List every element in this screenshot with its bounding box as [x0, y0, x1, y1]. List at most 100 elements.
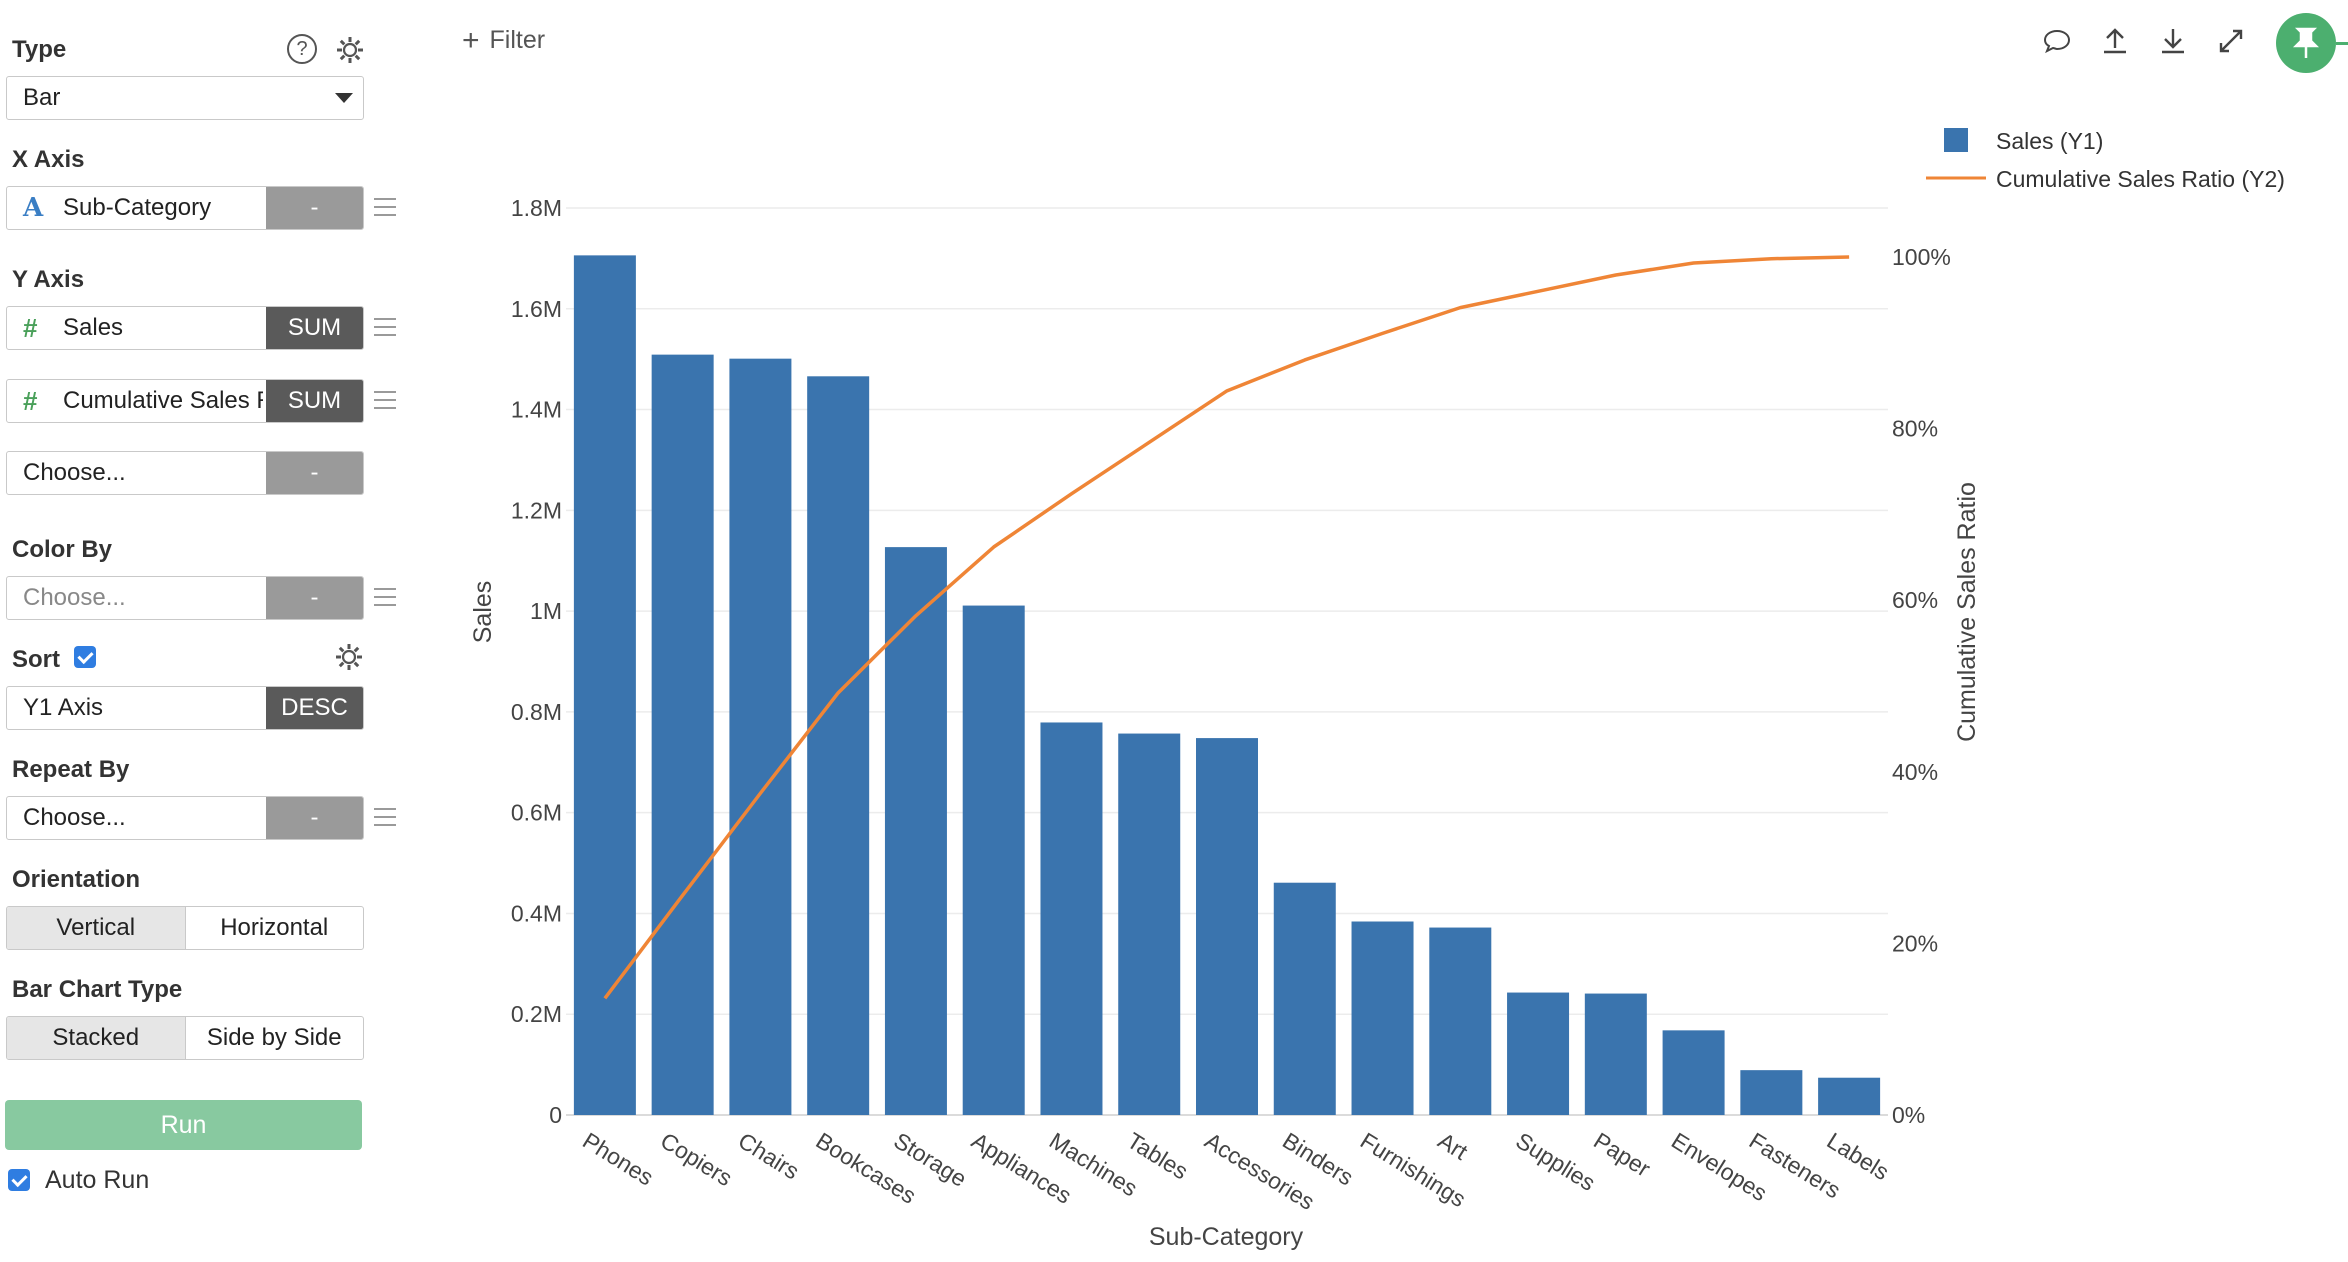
gear-icon[interactable] — [334, 34, 366, 66]
x-axis-field-name: Sub-Category — [63, 194, 212, 221]
bar — [573, 255, 636, 1116]
color-by-placeholder: Choose... — [23, 584, 126, 611]
x-axis-menu-icon[interactable] — [374, 198, 396, 216]
x-axis-field[interactable]: A Sub-Category - — [6, 186, 364, 230]
pin-connector — [2336, 42, 2348, 45]
color-by-agg-button[interactable]: - — [266, 577, 363, 619]
repeat-by-placeholder: Choose... — [23, 804, 126, 831]
y1-tick-label: 0.2M — [511, 1001, 562, 1027]
help-icon[interactable]: ? — [287, 34, 317, 64]
bar — [729, 358, 792, 1115]
bar — [1273, 882, 1336, 1115]
stacked-option[interactable]: Stacked — [7, 1017, 186, 1059]
bar — [1196, 738, 1258, 1115]
y2-tick-label: 40% — [1892, 759, 1938, 785]
y-axis-field-name: Cumulative Sales R — [63, 387, 263, 414]
bar — [1507, 992, 1570, 1115]
y1-tick-label: 1.2M — [511, 497, 562, 523]
sort-gear-icon[interactable] — [333, 641, 365, 673]
y2-tick-label: 0% — [1892, 1102, 1925, 1128]
y1-tick-label: 1.8M — [511, 195, 562, 221]
number-type-icon: # — [23, 386, 38, 416]
y-axis-field-sales[interactable]: # Sales SUM — [6, 306, 364, 350]
orientation-vertical-option[interactable]: Vertical — [7, 907, 186, 949]
bar — [1818, 1077, 1881, 1115]
repeat-by-field[interactable]: Choose... - — [6, 796, 364, 840]
run-button[interactable]: Run — [5, 1100, 362, 1150]
bar — [1429, 927, 1492, 1115]
bar — [884, 547, 947, 1115]
chart-type-select[interactable]: Bar — [6, 76, 364, 120]
legend-label-cumulative: Cumulative Sales Ratio (Y2) — [1996, 166, 2285, 192]
side-by-side-option[interactable]: Side by Side — [206, 1024, 342, 1051]
x-tick-label: Art — [1434, 1127, 1473, 1165]
cumulative-ratio-line — [603, 255, 1850, 1000]
bar — [1351, 921, 1414, 1115]
y2-tick-label: 80% — [1892, 416, 1938, 442]
orientation-label: Orientation — [12, 866, 141, 893]
x-tick-label: Chairs — [734, 1127, 804, 1184]
download-icon[interactable] — [2156, 24, 2190, 58]
sort-field[interactable]: Y1 Axis DESC — [6, 686, 364, 730]
y-axis-agg-button[interactable]: SUM — [266, 380, 363, 422]
y1-tick-label: 0.8M — [511, 699, 562, 725]
y1-tick-label: 0 — [549, 1102, 562, 1128]
auto-run-label: Auto Run — [45, 1166, 150, 1194]
bar — [1040, 722, 1103, 1115]
color-by-label: Color By — [12, 536, 113, 563]
repeat-by-label: Repeat By — [12, 756, 130, 783]
upload-icon[interactable] — [2098, 24, 2132, 58]
chart-type-value: Bar — [23, 84, 61, 111]
repeat-by-agg-button[interactable]: - — [266, 797, 363, 839]
y-axis-field-cumulative[interactable]: # Cumulative Sales R SUM — [6, 379, 364, 423]
y1-tick-label: 1.4M — [511, 397, 562, 423]
y1-tick-label: 1M — [530, 598, 562, 624]
y1-tick-label: 1.6M — [511, 296, 562, 322]
number-type-icon: # — [23, 313, 38, 343]
bar-chart-type-toggle: Stacked Side by Side — [6, 1016, 364, 1060]
y-axis-choose-text: Choose... — [23, 459, 126, 486]
orientation-horizontal-option[interactable]: Horizontal — [220, 914, 329, 941]
filter-label: Filter — [489, 26, 546, 54]
bar — [1118, 733, 1181, 1115]
legend-swatch-sales — [1944, 128, 1968, 152]
x-axis-label: X Axis — [12, 146, 85, 173]
pin-button[interactable] — [2276, 13, 2336, 73]
auto-run-checkbox[interactable] — [8, 1169, 30, 1191]
caret-down-icon — [335, 93, 353, 103]
y-axis-agg-button[interactable]: SUM — [266, 307, 363, 349]
y-axis-choose-agg-button[interactable]: - — [266, 452, 363, 494]
y2-tick-label: 20% — [1892, 930, 1938, 956]
type-label: Type — [12, 36, 67, 63]
x-tick-label: Phones — [578, 1127, 658, 1190]
color-by-field[interactable]: Choose... - — [6, 576, 364, 620]
sort-checkbox[interactable] — [74, 646, 96, 668]
chart-settings-panel: Type ? Bar X Axis A Sub-Category - Y Axi… — [0, 0, 420, 1262]
y-axis-cumulative-menu-icon[interactable] — [374, 391, 396, 409]
expand-icon[interactable] — [2214, 24, 2248, 58]
bar — [1662, 1030, 1725, 1115]
bar — [807, 376, 870, 1115]
bar — [962, 605, 1025, 1115]
y1-tick-label: 0.4M — [511, 900, 562, 926]
orientation-toggle: Vertical Horizontal — [6, 906, 364, 950]
x-axis-agg-button[interactable]: - — [266, 187, 363, 229]
comment-icon[interactable] — [2040, 24, 2074, 58]
sort-order-button[interactable]: DESC — [266, 687, 363, 729]
filter-button[interactable]: + Filter — [462, 24, 545, 58]
y-axis-field-name: Sales — [63, 314, 124, 341]
x-tick-label: Supplies — [1511, 1127, 1600, 1196]
y1-axis-ticks: 0 0.2M 0.4M 0.6M 0.8M 1M 1.2M 1.4M 1.6M 1.8M — [511, 195, 562, 1128]
legend-label-sales: Sales (Y1) — [1996, 128, 2103, 154]
bar — [1584, 993, 1647, 1115]
color-by-menu-icon[interactable] — [374, 588, 396, 606]
y-axis-sales-menu-icon[interactable] — [374, 318, 396, 336]
repeat-by-menu-icon[interactable] — [374, 808, 396, 826]
y2-axis-ticks: 0% 20% 40% 60% 80% 100% — [1892, 244, 1951, 1128]
y2-tick-label: 60% — [1892, 587, 1938, 613]
y1-axis-title: Sales — [469, 581, 497, 644]
y2-tick-label: 100% — [1892, 244, 1951, 270]
y-axis-choose-field[interactable]: Choose... - — [6, 451, 364, 495]
